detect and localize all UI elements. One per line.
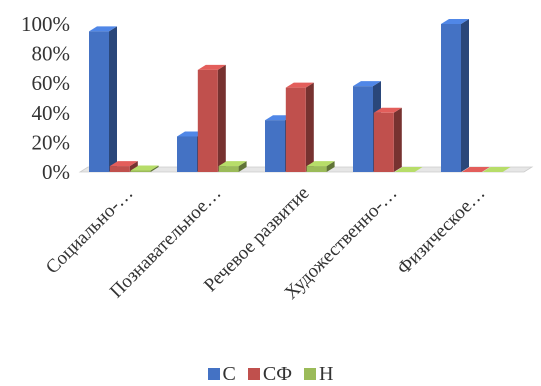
bar — [373, 107, 402, 172]
legend-swatch-n — [304, 368, 317, 380]
y-tick-label: 40% — [32, 101, 71, 125]
bar-front — [177, 136, 197, 172]
bar-top — [394, 167, 423, 172]
x-tick-label: Социально-… — [42, 183, 138, 279]
bar-front — [265, 120, 285, 172]
bar-front — [218, 166, 239, 172]
bar-top — [89, 26, 117, 32]
bar — [89, 26, 117, 173]
bar-side — [326, 161, 335, 172]
y-tick-label: 100% — [21, 12, 70, 36]
y-tick-label: 20% — [32, 130, 71, 154]
legend-item-s: С — [207, 363, 236, 385]
bar-top — [218, 161, 247, 167]
bar-front — [109, 166, 130, 172]
bar-top — [441, 19, 469, 24]
y-tick-label: 0% — [42, 160, 70, 184]
bar — [461, 167, 490, 172]
bar-side — [305, 82, 314, 172]
bar-top — [373, 107, 402, 113]
legend-swatch-sf — [247, 368, 260, 380]
bar-side — [238, 161, 247, 172]
bar-front — [441, 24, 461, 172]
legend-item-n: Н — [304, 364, 333, 384]
bar-top — [285, 82, 314, 88]
bar-front — [89, 31, 109, 173]
bar-top — [197, 64, 226, 70]
bar-top — [482, 167, 511, 172]
bar — [441, 19, 469, 172]
bar — [197, 64, 226, 172]
bar — [394, 167, 423, 172]
bar-side — [109, 26, 117, 173]
bar-side — [150, 165, 159, 172]
y-tick-label: 60% — [32, 71, 71, 95]
bar-side — [129, 161, 138, 172]
bar-top — [306, 161, 335, 167]
legend-item-sf: СФ — [247, 363, 293, 385]
bar-side — [461, 19, 469, 172]
legend-label-sf: СФ — [262, 363, 293, 385]
bar-front — [306, 166, 327, 172]
legend: С СФ Н — [0, 364, 541, 385]
bar-top — [109, 161, 138, 167]
bar — [130, 165, 159, 172]
legend-label-s: С — [222, 363, 236, 385]
bar-front — [197, 69, 218, 172]
bar-front — [373, 112, 394, 172]
legend-swatch-s — [207, 368, 220, 380]
bar-side — [217, 64, 226, 172]
bar-side — [393, 107, 402, 172]
bar-top — [353, 81, 381, 87]
bar — [285, 82, 314, 172]
legend-label-n: Н — [319, 363, 334, 385]
bar — [218, 161, 247, 172]
bar — [109, 161, 138, 172]
bar-front — [353, 86, 373, 172]
x-tick-label: Физическое… — [393, 183, 489, 279]
y-tick-label: 80% — [32, 42, 71, 66]
bar — [482, 167, 511, 172]
bar-top — [130, 165, 159, 171]
bar-front — [130, 170, 151, 172]
bar-front — [285, 87, 306, 172]
bar-top — [461, 167, 490, 172]
bar — [306, 161, 335, 172]
